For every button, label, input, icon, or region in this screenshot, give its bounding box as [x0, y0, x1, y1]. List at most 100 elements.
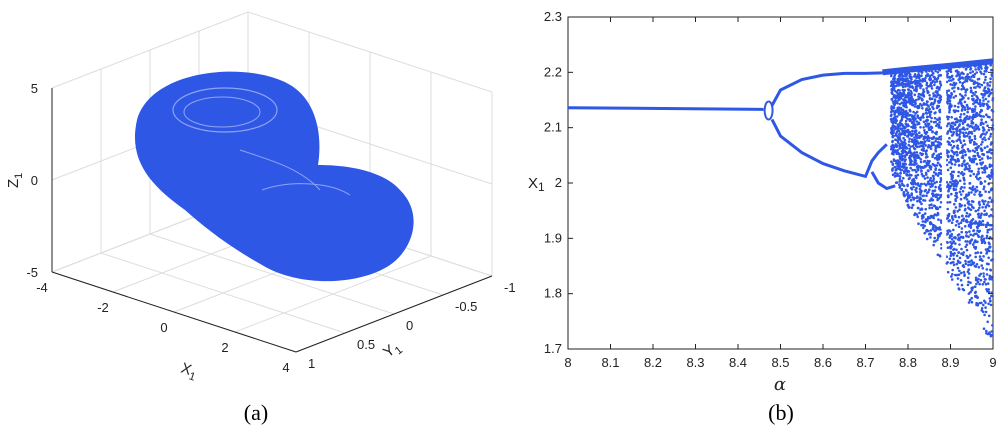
chaos-point [933, 204, 937, 208]
chaos-point [982, 115, 985, 118]
chaos-point [938, 108, 942, 112]
chaos-point [931, 105, 934, 109]
chaos-point [946, 201, 949, 204]
chaos-point [991, 97, 995, 100]
chaos-point [899, 107, 903, 110]
chaos-point [950, 162, 954, 166]
chaos-point [902, 90, 905, 94]
chaos-point [925, 237, 929, 241]
chaos-point [903, 170, 906, 174]
chaos-point [897, 110, 900, 114]
chaos-point [968, 164, 971, 167]
chaos-point [894, 117, 897, 121]
chaos-point [894, 101, 897, 105]
chaos-point [956, 234, 960, 237]
chaos-point [952, 131, 956, 134]
chaos-point [909, 75, 913, 79]
chaos-point [903, 138, 907, 142]
chaos-point [967, 235, 970, 239]
chaos-point [923, 224, 926, 228]
chaos-point [935, 124, 938, 128]
chaos-point [975, 142, 978, 146]
chaos-point [955, 153, 959, 157]
chaos-point [950, 134, 954, 137]
chaos-point [933, 78, 937, 81]
chaos-point [936, 174, 940, 177]
chaos-point [895, 84, 898, 88]
chaos-point [901, 74, 905, 78]
chaos-point [889, 84, 893, 88]
chaos-point [963, 100, 967, 104]
chaos-point [946, 194, 950, 198]
chaos-point [908, 158, 912, 161]
chaos-point [979, 216, 982, 219]
floor-grid-line [100, 252, 346, 334]
chaos-point [951, 87, 954, 90]
chaos-point [982, 99, 985, 102]
chaos-point [982, 254, 985, 258]
chaos-point [972, 82, 976, 86]
chaos-point [978, 82, 981, 86]
chaos-point [974, 276, 978, 280]
chaos-point [909, 166, 912, 170]
z-axis-label: Z1 [5, 173, 25, 188]
chaos-point [965, 134, 969, 138]
chaos-point [960, 109, 964, 112]
chaos-point [974, 157, 977, 161]
chaos-point [974, 90, 977, 94]
chaos-point [977, 128, 981, 131]
chaos-point [970, 94, 974, 98]
chaos-point [982, 303, 985, 307]
chaos-point [894, 138, 897, 142]
chaos-point [986, 290, 989, 293]
chaos-point [976, 226, 979, 230]
chaos-point [912, 185, 915, 189]
panel-a-axes [51, 88, 493, 353]
chaos-point [975, 81, 979, 85]
chaos-point [983, 209, 986, 213]
chaos-point [900, 150, 904, 153]
chaos-point [955, 262, 959, 266]
chaos-point [953, 202, 956, 206]
chaos-point [904, 154, 907, 157]
chaos-point [919, 82, 922, 85]
chaos-point [965, 75, 969, 78]
chaos-point [966, 270, 970, 274]
chaos-point [917, 97, 920, 101]
chaos-point [893, 128, 896, 131]
chaos-point [984, 306, 987, 309]
chaos-point [901, 115, 905, 119]
chaos-point [973, 187, 977, 191]
chaos-point [974, 239, 977, 242]
chaos-point [974, 265, 978, 268]
chaos-point [923, 212, 927, 215]
chaos-point [963, 273, 966, 276]
chaos-point [985, 268, 989, 271]
chaos-point [915, 84, 919, 88]
attractor-region [134, 71, 414, 282]
chaos-point [906, 134, 910, 137]
chaos-point [939, 183, 942, 187]
chaos-point [913, 73, 917, 76]
y-axis-label: Y1 [380, 338, 405, 364]
chaos-point [980, 83, 984, 87]
chaos-point [959, 113, 963, 116]
chaos-point [925, 120, 928, 123]
chaos-point [966, 127, 969, 131]
panel-b-bifurcation-plot: 8 8.1 8.2 8.3 8.4 8.5 8.6 8.7 8.8 8.9 9 1.7 1.8 1.9 2 2… [528, 9, 997, 425]
chaos-point [961, 131, 965, 135]
chaos-point [987, 87, 990, 90]
chaos-point [960, 227, 964, 230]
x-tick-label: 4 [282, 360, 289, 375]
chaos-point [890, 106, 893, 110]
chaos-point [906, 79, 909, 83]
chaos-point [929, 83, 932, 87]
chaos-point [977, 201, 981, 205]
chaos-point [908, 137, 911, 141]
chaos-point [906, 128, 910, 132]
chaos-point [961, 264, 965, 268]
chaos-point [915, 196, 919, 200]
chaos-point [972, 140, 976, 144]
chaos-point [930, 70, 934, 73]
chaos-point [947, 189, 950, 192]
